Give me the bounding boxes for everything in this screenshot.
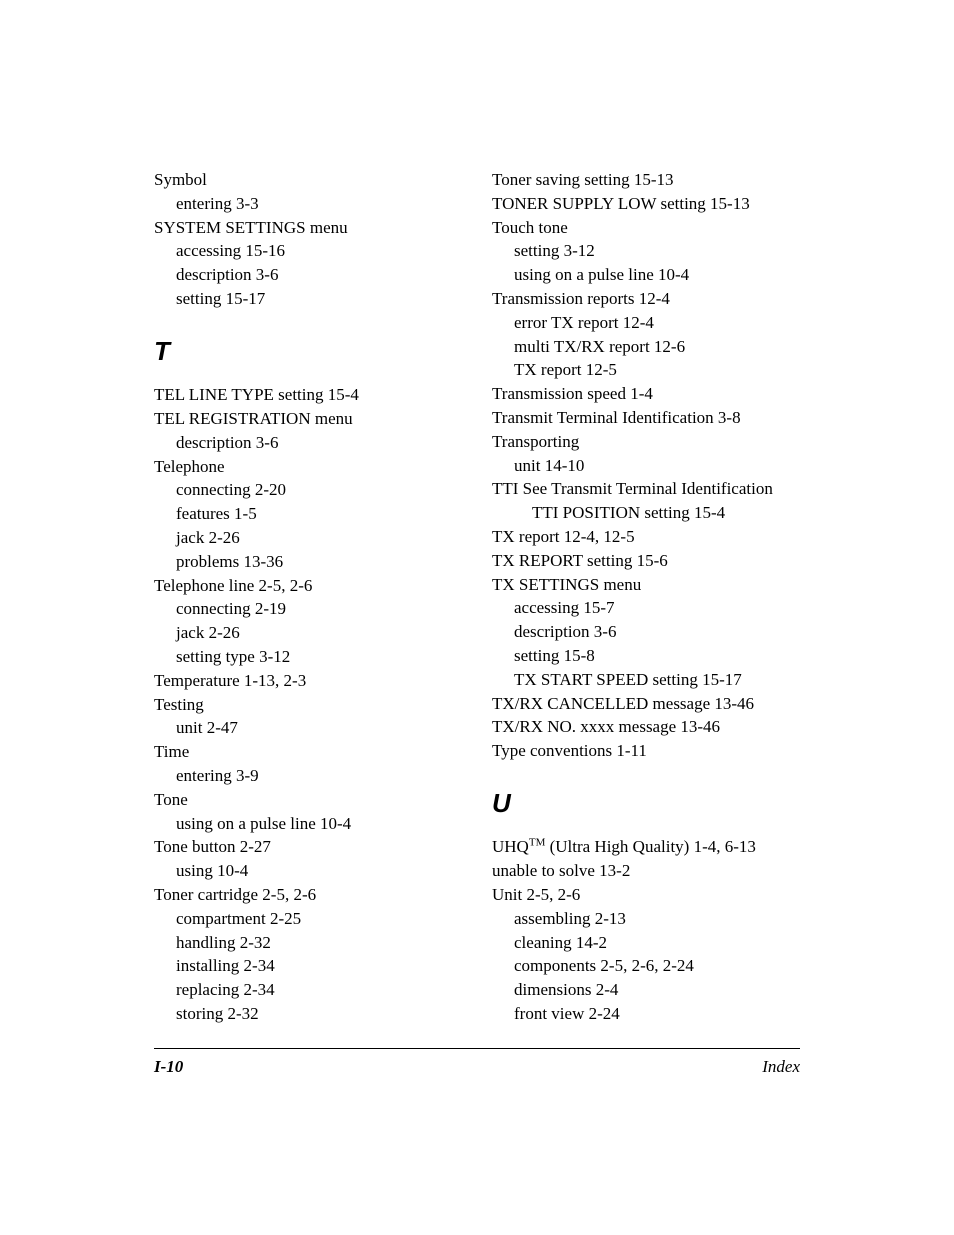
index-entry: Tone button 2-27 bbox=[154, 835, 462, 859]
index-entry: TX REPORT setting 15-6 bbox=[492, 549, 800, 573]
index-entry: Telephone bbox=[154, 455, 462, 479]
index-entry: TEL REGISTRATION menu bbox=[154, 407, 462, 431]
index-entry: TTI POSITION setting 15-4 bbox=[492, 501, 800, 525]
index-entry: handling 2-32 bbox=[154, 931, 462, 955]
index-entry: TX SETTINGS menu bbox=[492, 573, 800, 597]
footer-section: Index bbox=[762, 1057, 800, 1077]
index-entry: connecting 2-19 bbox=[154, 597, 462, 621]
index-entry: cleaning 14-2 bbox=[492, 931, 800, 955]
index-entry: Tone bbox=[154, 788, 462, 812]
index-entry: dimensions 2-4 bbox=[492, 978, 800, 1002]
section-heading-t: T bbox=[154, 333, 462, 369]
index-entry: using on a pulse line 10-4 bbox=[492, 263, 800, 287]
index-entry: TEL LINE TYPE setting 15-4 bbox=[154, 383, 462, 407]
index-entry: setting 15-8 bbox=[492, 644, 800, 668]
index-entry: TX report 12-4, 12-5 bbox=[492, 525, 800, 549]
index-entry: Transmission reports 12-4 bbox=[492, 287, 800, 311]
index-entry: unit 2-47 bbox=[154, 716, 462, 740]
index-entry: TTI See Transmit Terminal Identification bbox=[492, 477, 800, 501]
index-entry: features 1-5 bbox=[154, 502, 462, 526]
index-entry: Telephone line 2-5, 2-6 bbox=[154, 574, 462, 598]
index-entry: installing 2-34 bbox=[154, 954, 462, 978]
index-entry: TONER SUPPLY LOW setting 15-13 bbox=[492, 192, 800, 216]
index-entry: error TX report 12-4 bbox=[492, 311, 800, 335]
index-entry: Toner cartridge 2-5, 2-6 bbox=[154, 883, 462, 907]
index-entry: Unit 2-5, 2-6 bbox=[492, 883, 800, 907]
page-footer: I-10 Index bbox=[154, 1048, 800, 1077]
index-entry: description 3-6 bbox=[154, 263, 462, 287]
index-columns: Symbolentering 3-3SYSTEM SETTINGS menuac… bbox=[154, 168, 800, 1026]
index-entry: replacing 2-34 bbox=[154, 978, 462, 1002]
index-entry: components 2-5, 2-6, 2-24 bbox=[492, 954, 800, 978]
index-entry: compartment 2-25 bbox=[154, 907, 462, 931]
index-entry: multi TX/RX report 12-6 bbox=[492, 335, 800, 359]
section-heading-u: U bbox=[492, 785, 800, 821]
index-entry: unit 14-10 bbox=[492, 454, 800, 478]
index-entry: storing 2-32 bbox=[154, 1002, 462, 1026]
right-column: Toner saving setting 15-13TONER SUPPLY L… bbox=[492, 168, 800, 1026]
index-entry: accessing 15-16 bbox=[154, 239, 462, 263]
index-entry: setting 15-17 bbox=[154, 287, 462, 311]
index-entry: setting type 3-12 bbox=[154, 645, 462, 669]
index-entry: unable to solve 13-2 bbox=[492, 859, 800, 883]
index-entry: Transmit Terminal Identification 3-8 bbox=[492, 406, 800, 430]
page-number: I-10 bbox=[154, 1057, 183, 1077]
index-entry: Touch tone bbox=[492, 216, 800, 240]
index-entry: TX START SPEED setting 15-17 bbox=[492, 668, 800, 692]
index-entry: Transmission speed 1-4 bbox=[492, 382, 800, 406]
index-entry: problems 13-36 bbox=[154, 550, 462, 574]
index-entry: accessing 15-7 bbox=[492, 596, 800, 620]
index-entry: setting 3-12 bbox=[492, 239, 800, 263]
index-entry: front view 2-24 bbox=[492, 1002, 800, 1026]
index-entry: using 10-4 bbox=[154, 859, 462, 883]
index-entry: UHQTM (Ultra High Quality) 1-4, 6-13 bbox=[492, 835, 800, 859]
index-entry: entering 3-3 bbox=[154, 192, 462, 216]
index-entry: Toner saving setting 15-13 bbox=[492, 168, 800, 192]
index-entry: Transporting bbox=[492, 430, 800, 454]
index-entry: SYSTEM SETTINGS menu bbox=[154, 216, 462, 240]
index-entry: entering 3-9 bbox=[154, 764, 462, 788]
index-entry: Testing bbox=[154, 693, 462, 717]
index-entry: connecting 2-20 bbox=[154, 478, 462, 502]
index-entry: assembling 2-13 bbox=[492, 907, 800, 931]
index-entry: description 3-6 bbox=[492, 620, 800, 644]
index-entry: TX/RX NO. xxxx message 13-46 bbox=[492, 715, 800, 739]
left-column: Symbolentering 3-3SYSTEM SETTINGS menuac… bbox=[154, 168, 462, 1026]
index-entry: Temperature 1-13, 2-3 bbox=[154, 669, 462, 693]
index-entry: TX report 12-5 bbox=[492, 358, 800, 382]
index-entry: TX/RX CANCELLED message 13-46 bbox=[492, 692, 800, 716]
index-entry: using on a pulse line 10-4 bbox=[154, 812, 462, 836]
index-entry: Type conventions 1-11 bbox=[492, 739, 800, 763]
index-entry: description 3-6 bbox=[154, 431, 462, 455]
index-entry: jack 2-26 bbox=[154, 526, 462, 550]
index-entry: Time bbox=[154, 740, 462, 764]
index-entry: Symbol bbox=[154, 168, 462, 192]
index-entry: jack 2-26 bbox=[154, 621, 462, 645]
